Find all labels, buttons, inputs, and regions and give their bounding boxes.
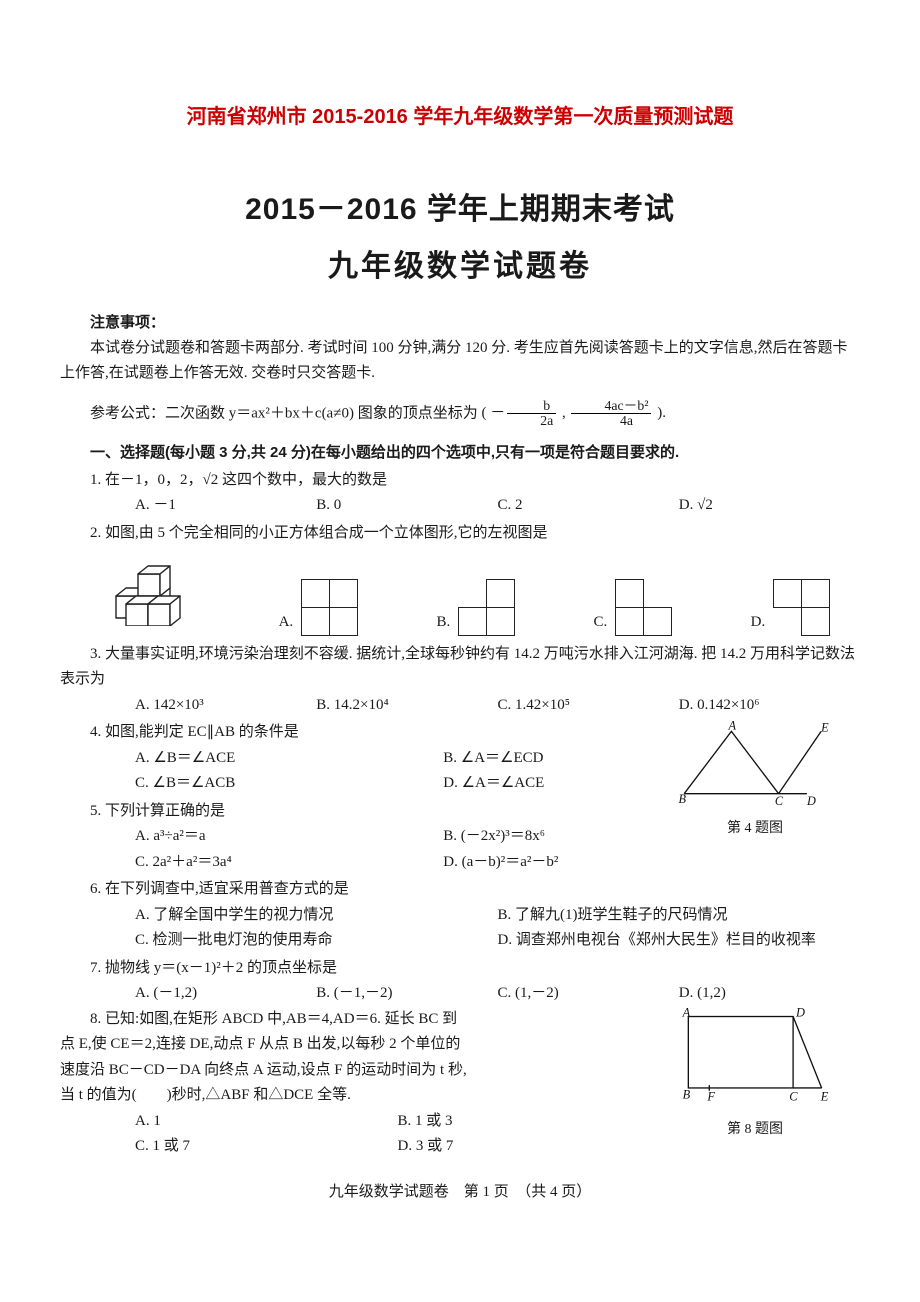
- q3-c: C. 1.42×10⁵: [498, 693, 679, 719]
- q2-option-c: C.: [594, 579, 673, 636]
- q5-c: C. 2a²＋a²＝3a⁴: [135, 850, 440, 876]
- notice-body: 本试卷分试题卷和答题卡两部分. 考试时间 100 分钟,满分 120 分. 考生…: [60, 336, 860, 387]
- q3-a: A. 142×10³: [135, 693, 316, 719]
- q5-a: A. a³÷a²＝a: [135, 824, 440, 850]
- notice-header: 注意事项：: [60, 310, 860, 336]
- q6-d: D. 调查郑州电视台《郑州大民生》栏目的收视率: [498, 928, 861, 954]
- sub-title: 九年级数学试题卷: [60, 241, 860, 292]
- q8-c: C. 1 或 7: [135, 1134, 398, 1160]
- q6-a: A. 了解全国中学生的视力情况: [135, 903, 498, 929]
- q2-option-b: B.: [436, 579, 515, 636]
- q8-a: A. 1: [135, 1109, 398, 1135]
- q7-d: D. (1,2): [679, 981, 860, 1007]
- reference-formula: 参考公式：二次函数 y＝ax²＋bx＋c(a≠0) 图象的顶点坐标为 ( －b2…: [60, 399, 860, 429]
- q7-b: B. (－1,－2): [316, 981, 497, 1007]
- svg-text:B: B: [679, 793, 687, 806]
- main-title: 2015－2016 学年上期期末考试: [60, 184, 860, 235]
- formula-vertex: ( －b2a , 4ac－b²4a ).: [481, 405, 666, 421]
- q1-a: A. －1: [135, 493, 316, 519]
- svg-text:D: D: [795, 1007, 805, 1020]
- q8-d: D. 3 或 7: [398, 1134, 661, 1160]
- q3-text: 3. 大量事实证明,环境污染治理刻不容缓. 据统计,全球每秒钟约有 14.2 万…: [60, 642, 860, 693]
- svg-text:A: A: [728, 720, 737, 732]
- q3-options: A. 142×10³ B. 14.2×10⁴ C. 1.42×10⁵ D. 0.…: [60, 693, 860, 719]
- q7-text: 7. 抛物线 y＝(x－1)²＋2 的顶点坐标是: [60, 956, 860, 982]
- q5-d: D. (a－b)²＝a²－b²: [443, 850, 748, 876]
- q8-b: B. 1 或 3: [398, 1109, 661, 1135]
- q3-b: B. 14.2×10⁴: [316, 693, 497, 719]
- q7-c: C. (1,－2): [498, 981, 679, 1007]
- q4-figure: A E B C D 第 4 题图: [670, 720, 840, 840]
- q2-option-d: D.: [751, 579, 830, 636]
- q8-figure: A D B F C E 第 8 题图: [670, 1007, 840, 1142]
- formula-prefix: 参考公式：二次函数 y＝ax²＋bx＋c(a≠0) 图象的顶点坐标为: [90, 405, 478, 421]
- q2-text: 2. 如图,由 5 个完全相同的小正方体组合成一个立体图形,它的左视图是: [60, 521, 860, 547]
- q6-b: B. 了解九(1)班学生鞋子的尺码情况: [498, 903, 861, 929]
- svg-text:C: C: [789, 1089, 798, 1103]
- svg-text:E: E: [820, 721, 829, 735]
- svg-text:B: B: [683, 1087, 691, 1101]
- red-title: 河南省郑州市 2015-2016 学年九年级数学第一次质量预测试题: [60, 100, 860, 134]
- q1-b: B. 0: [316, 493, 497, 519]
- svg-text:A: A: [682, 1007, 691, 1020]
- q4-caption: 第 4 题图: [670, 817, 840, 841]
- q1-text: 1. 在－1，0，2，√2 这四个数中，最大的数是: [60, 468, 860, 494]
- q2-option-a: A.: [279, 579, 358, 636]
- svg-text:D: D: [806, 794, 816, 805]
- q6-text: 6. 在下列调查中,适宜采用普查方式的是: [60, 877, 860, 903]
- q1-c: C. 2: [498, 493, 679, 519]
- svg-text:E: E: [820, 1089, 829, 1103]
- q7-options: A. (－1,2) B. (－1,－2) C. (1,－2) D. (1,2): [60, 981, 860, 1007]
- q4-c: C. ∠B＝∠ACB: [135, 771, 440, 797]
- q8-caption: 第 8 题图: [670, 1118, 840, 1142]
- q2-figures: A. B. C. D.: [60, 546, 860, 640]
- section-1-header: 一、选择题(每小题 3 分,共 24 分)在每小题给出的四个选项中,只有一项是符…: [60, 440, 860, 466]
- svg-text:C: C: [775, 794, 784, 805]
- q3-d: D. 0.142×10⁶: [679, 693, 860, 719]
- q6-c: C. 检测一批电灯泡的使用寿命: [135, 928, 498, 954]
- q4-a: A. ∠B＝∠ACE: [135, 746, 440, 772]
- q1-options: A. －1 B. 0 C. 2 D. √2: [60, 493, 860, 519]
- q2-solid-figure: [110, 554, 200, 636]
- svg-text:F: F: [706, 1089, 715, 1103]
- page-footer: 九年级数学试题卷 第 1 页 （共 4 页）: [60, 1180, 860, 1206]
- q7-a: A. (－1,2): [135, 981, 316, 1007]
- q6-options: A. 了解全国中学生的视力情况 B. 了解九(1)班学生鞋子的尺码情况 C. 检…: [60, 903, 860, 954]
- q1-d: D. √2: [679, 493, 860, 519]
